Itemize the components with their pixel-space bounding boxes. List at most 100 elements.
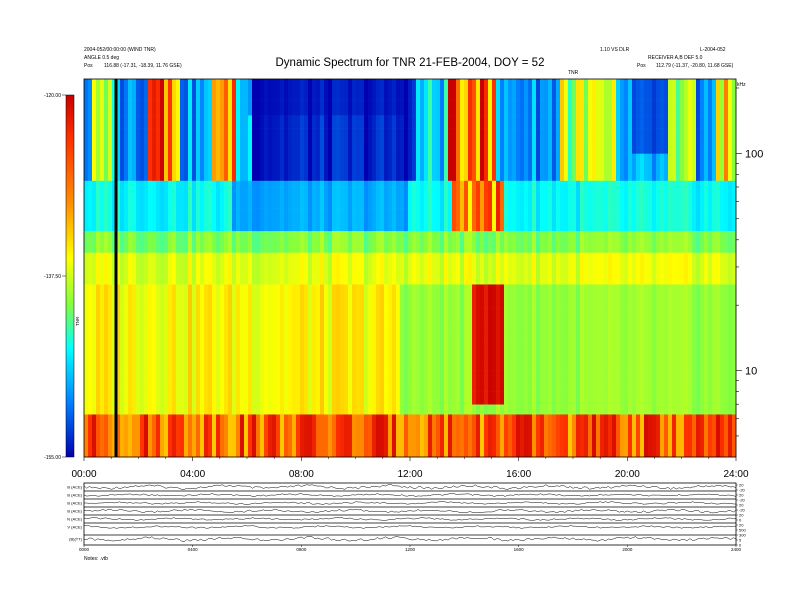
heatmap-cell (128, 252, 133, 262)
heatmap-cell (448, 180, 453, 188)
heatmap-cell (580, 218, 585, 232)
heatmap-cell (572, 320, 577, 333)
heatmap-cell (152, 320, 157, 333)
heatmap-cell (408, 380, 413, 392)
heatmap-cell (580, 242, 585, 253)
heatmap-cell (552, 307, 557, 321)
heatmap-cell (404, 242, 409, 253)
heatmap-cell (516, 252, 521, 262)
heatmap-cell (288, 391, 293, 405)
heatmap-cell (184, 187, 189, 198)
heatmap-cell (664, 273, 669, 285)
heatmap-cell (404, 404, 409, 415)
heatmap-cell (360, 242, 365, 253)
heatmap-cell (568, 345, 573, 358)
heatmap-cell (100, 391, 105, 405)
heatmap-cell (548, 218, 553, 232)
heatmap-cell (260, 307, 265, 321)
heatmap-cell (408, 218, 413, 232)
heatmap-cell (684, 414, 689, 426)
heatmap-cell (612, 140, 617, 154)
heatmap-cell (412, 404, 417, 415)
heatmap-cell (596, 168, 601, 181)
heatmap-cell (648, 404, 653, 415)
heatmap-cell (348, 153, 353, 169)
heatmap-cell (260, 435, 265, 447)
heatmap-cell (372, 87, 377, 101)
heatmap-cell (104, 345, 109, 358)
heatmap-cell (308, 230, 313, 243)
heatmap-cell (296, 260, 301, 274)
heatmap-cell (316, 332, 321, 347)
heatmap-cell (540, 445, 545, 458)
heatmap-cell (204, 79, 209, 89)
heatmap-cell (324, 115, 329, 129)
heatmap-cell (400, 242, 405, 253)
heatmap-cell (132, 307, 137, 321)
heatmap-cell (340, 208, 345, 220)
heatmap-cell (168, 273, 173, 285)
heatmap-cell (276, 332, 281, 347)
heatmap-cell (308, 320, 313, 333)
heatmap-cell (668, 404, 673, 415)
heatmap-cell (220, 345, 225, 358)
heatmap-cell (376, 357, 381, 371)
heatmap-cell (288, 79, 293, 89)
heatmap-cell (544, 296, 549, 308)
heatmap-cell (472, 187, 477, 198)
heatmap-cell (248, 296, 253, 308)
heatmap-cell (192, 140, 197, 154)
heatmap-cell (180, 296, 185, 308)
heatmap-cell (452, 218, 457, 232)
heatmap-cell (360, 218, 365, 232)
heatmap-cell (168, 435, 173, 447)
heatmap-cell (300, 320, 305, 333)
heatmap-cell (216, 252, 221, 262)
heatmap-cell (324, 357, 329, 371)
heatmap-cell (316, 345, 321, 358)
heatmap-cell (252, 79, 257, 89)
heatmap-cell (128, 128, 133, 141)
heatmap-cell (560, 284, 565, 297)
heatmap-cell (400, 357, 405, 371)
heatmap-cell (436, 273, 441, 285)
heatmap-cell (512, 218, 517, 232)
heatmap-cell (236, 242, 241, 253)
heatmap-cell (536, 284, 541, 297)
heatmap-cell (412, 242, 417, 253)
heatmap-cell (352, 180, 357, 188)
heatmap-cell (356, 115, 361, 129)
heatmap-cell (652, 128, 657, 141)
heatmap-cell (260, 115, 265, 129)
heatmap-cell (620, 218, 625, 232)
heatmap-cell (388, 242, 393, 253)
heatmap-cell (112, 296, 117, 308)
heatmap-cell (508, 380, 513, 392)
heatmap-cell (252, 168, 257, 181)
heatmap-cell (168, 230, 173, 243)
heatmap-cell (228, 307, 233, 321)
heatmap-cell (328, 357, 333, 371)
heatmap-cell (292, 260, 297, 274)
heatmap-cell (580, 357, 585, 371)
heatmap-cell (300, 153, 305, 169)
heatmap-cell (292, 345, 297, 358)
heatmap-cell (600, 445, 605, 458)
heatmap-cell (164, 208, 169, 220)
heatmap-cell (684, 320, 689, 333)
heatmap-cell (152, 435, 157, 447)
heatmap-cell (596, 196, 601, 209)
heatmap-cell (540, 284, 545, 297)
heatmap-cell (520, 345, 525, 358)
heatmap-cell (252, 414, 257, 426)
heatmap-cell (632, 425, 637, 437)
heatmap-cell (592, 435, 597, 447)
heatmap-cell (148, 230, 153, 243)
heatmap-cell (128, 140, 133, 154)
heatmap-cell (164, 230, 169, 243)
heatmap-cell (408, 242, 413, 253)
heatmap-cell (400, 180, 405, 188)
heatmap-cell (280, 242, 285, 253)
heatmap-cell (356, 180, 361, 188)
heatmap-cell (248, 332, 253, 347)
